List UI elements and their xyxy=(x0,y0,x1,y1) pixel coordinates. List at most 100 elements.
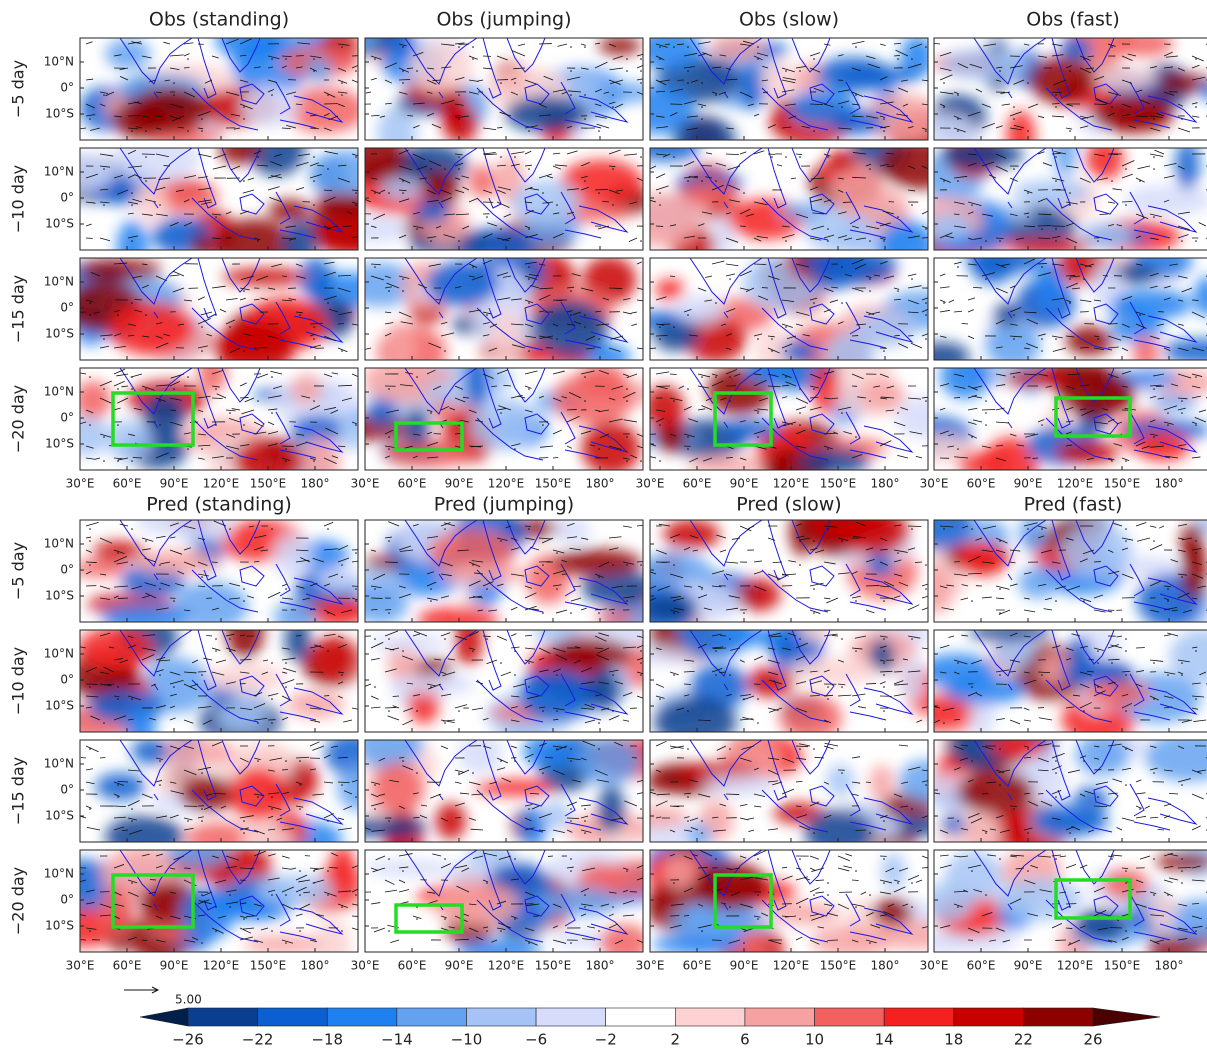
significance-dot xyxy=(757,894,759,896)
significance-dot xyxy=(528,388,530,390)
column-title: Obs (slow) xyxy=(739,9,839,31)
significance-dot xyxy=(869,168,871,170)
significance-dot xyxy=(715,674,717,676)
significance-dot xyxy=(159,784,161,786)
significance-dot xyxy=(855,94,857,96)
significance-dot xyxy=(313,400,315,402)
significance-dot xyxy=(1097,686,1099,688)
map-panel xyxy=(910,831,1207,967)
map-panel xyxy=(46,835,366,969)
anomaly-blob xyxy=(575,737,642,785)
significance-dot xyxy=(299,314,301,316)
significance-dot xyxy=(985,240,987,242)
map-content xyxy=(619,123,959,271)
significance-dot xyxy=(971,204,973,206)
significance-dot xyxy=(341,94,343,96)
significance-dot xyxy=(1139,180,1141,182)
map-content xyxy=(617,607,949,747)
significance-dot xyxy=(659,192,661,194)
anomaly-blob xyxy=(1086,139,1124,180)
wind-vector xyxy=(553,457,558,458)
significance-dot xyxy=(444,858,446,860)
anomaly-blob xyxy=(899,656,926,702)
map-content xyxy=(340,20,657,158)
significance-dot xyxy=(472,266,474,268)
map-panel xyxy=(626,27,964,164)
significance-dot xyxy=(701,930,703,932)
significance-dot xyxy=(883,350,885,352)
significance-dot xyxy=(257,760,259,762)
significance-dot xyxy=(500,760,502,762)
anomaly-blob xyxy=(256,874,334,905)
significance-dot xyxy=(1181,118,1183,120)
significance-dot xyxy=(1013,106,1015,108)
significance-dot xyxy=(187,376,189,378)
lon-label: 90°E xyxy=(1014,959,1043,973)
significance-dot xyxy=(883,240,885,242)
significance-dot xyxy=(201,576,203,578)
significance-dot xyxy=(985,424,987,426)
lon-label: 150°E xyxy=(250,477,287,491)
significance-dot xyxy=(243,918,245,920)
significance-dot xyxy=(1055,858,1057,860)
significance-dot xyxy=(897,882,899,884)
significance-dot xyxy=(729,674,731,676)
significance-dot xyxy=(584,808,586,810)
anomaly-blob xyxy=(75,259,162,282)
significance-dot xyxy=(528,686,530,688)
significance-dot xyxy=(243,832,245,834)
lon-label: 60°E xyxy=(113,959,142,973)
significance-dot xyxy=(1069,832,1071,834)
significance-dot xyxy=(215,314,217,316)
lat-label: 10°N xyxy=(44,537,74,551)
map-panel xyxy=(340,20,657,158)
significance-dot xyxy=(1195,540,1197,542)
colorbar-segment xyxy=(258,1008,328,1026)
map-content xyxy=(47,123,393,274)
significance-dot xyxy=(743,942,745,944)
significance-dot xyxy=(757,722,759,724)
significance-dot xyxy=(374,266,376,268)
wind-vector xyxy=(1066,928,1072,929)
significance-dot xyxy=(729,638,731,640)
colorbar-segment xyxy=(188,1008,258,1026)
map-panel xyxy=(47,123,393,274)
significance-dot xyxy=(542,710,544,712)
map-content xyxy=(341,716,672,867)
lon-label: 90°E xyxy=(1014,477,1043,491)
significance-dot xyxy=(813,748,815,750)
significance-dot xyxy=(1027,748,1029,750)
significance-dot xyxy=(430,412,432,414)
significance-dot xyxy=(388,820,390,822)
map-panel xyxy=(908,123,1207,266)
significance-dot xyxy=(131,130,133,132)
lon-label: 90°E xyxy=(160,477,189,491)
significance-dot xyxy=(673,540,675,542)
lat-label: 10°S xyxy=(45,699,74,713)
anomaly-blob xyxy=(523,733,582,769)
significance-dot xyxy=(1055,106,1057,108)
significance-dot xyxy=(1083,278,1085,280)
colorbar-segment xyxy=(536,1008,606,1026)
wind-vector xyxy=(684,915,689,916)
significance-dot xyxy=(257,400,259,402)
significance-dot xyxy=(145,180,147,182)
significance-dot xyxy=(729,278,731,280)
significance-dot xyxy=(869,894,871,896)
significance-dot xyxy=(785,350,787,352)
anomaly-blob xyxy=(956,542,1007,577)
significance-dot xyxy=(1125,650,1127,652)
significance-dot xyxy=(500,412,502,414)
significance-dot xyxy=(985,412,987,414)
significance-dot xyxy=(813,58,815,60)
significance-dot xyxy=(173,686,175,688)
significance-dot xyxy=(785,70,787,72)
significance-dot xyxy=(925,130,927,132)
significance-dot xyxy=(687,82,689,84)
significance-dot xyxy=(799,858,801,860)
anomaly-blob xyxy=(1133,336,1159,371)
lon-label: 90°E xyxy=(160,959,189,973)
significance-dot xyxy=(472,650,474,652)
significance-dot xyxy=(299,808,301,810)
significance-dot xyxy=(388,612,390,614)
